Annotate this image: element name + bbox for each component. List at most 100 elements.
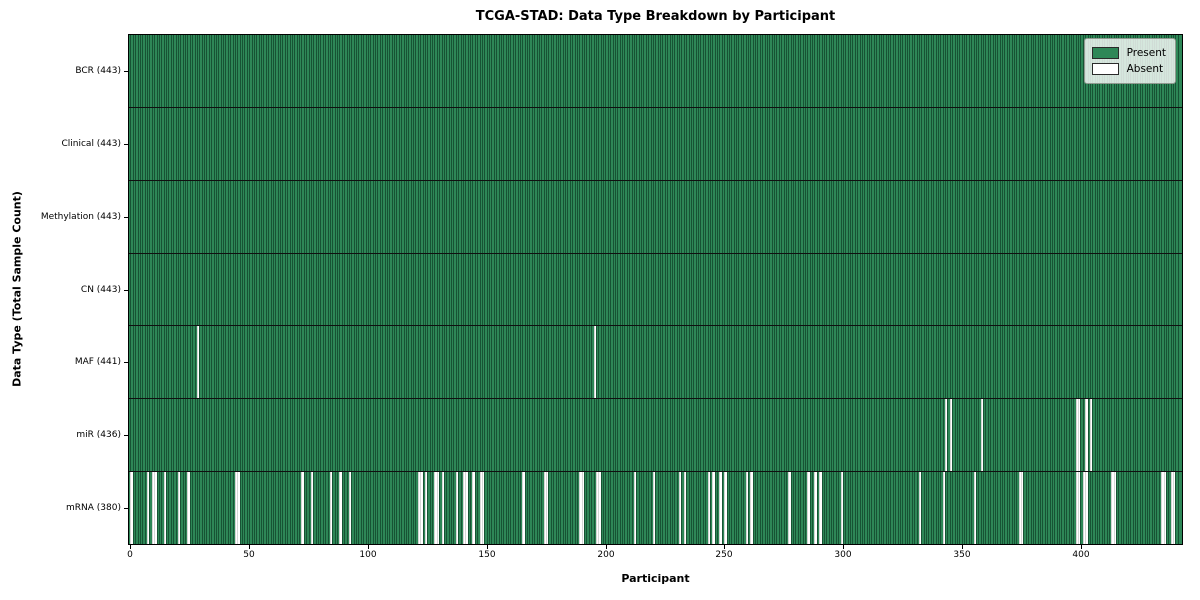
heatmap-cell <box>413 180 416 253</box>
heatmap-cell <box>1042 35 1045 107</box>
heatmap-cell <box>204 399 207 472</box>
heatmap-cell <box>346 107 349 180</box>
heatmap-cell <box>332 399 335 472</box>
heatmap-cell <box>1042 472 1045 545</box>
heatmap-cell <box>698 107 701 180</box>
heatmap-cell <box>149 326 152 399</box>
heatmap-cell <box>218 399 221 472</box>
heatmap-cell <box>213 180 216 253</box>
heatmap-cell <box>389 253 392 326</box>
heatmap-cell <box>698 35 701 107</box>
heatmap-cell <box>500 472 504 545</box>
heatmap-cell <box>377 399 380 472</box>
y-tick-label: CN (443) <box>80 285 121 295</box>
heatmap-cell <box>151 107 155 180</box>
heatmap-cell <box>242 180 245 253</box>
heatmap-cell <box>553 35 556 107</box>
heatmap-cell <box>947 180 950 253</box>
heatmap-cell <box>1051 180 1055 253</box>
heatmap-cell <box>641 472 644 545</box>
heatmap-cell <box>515 180 518 253</box>
heatmap-cell <box>736 180 739 253</box>
heatmap-cell <box>1135 253 1138 326</box>
heatmap-cell <box>612 253 615 326</box>
heatmap-cell <box>555 326 558 399</box>
heatmap-cell <box>923 326 926 399</box>
heatmap-cell <box>743 180 746 253</box>
heatmap-cell <box>341 472 345 545</box>
heatmap-cell <box>422 399 425 472</box>
heatmap-cell <box>237 35 240 107</box>
heatmap-cell <box>793 180 796 253</box>
heatmap-cell <box>156 472 159 545</box>
heatmap-cell <box>831 107 834 180</box>
heatmap-cell <box>752 35 755 107</box>
heatmap-cell <box>619 472 622 545</box>
heatmap-cell <box>560 399 563 472</box>
x-tick-label: 300 <box>834 550 852 560</box>
heatmap-cell <box>667 253 670 326</box>
heatmap-cell <box>220 326 223 399</box>
heatmap-cell <box>1087 326 1090 399</box>
heatmap-cell <box>149 35 152 107</box>
heatmap-cell <box>543 35 546 107</box>
heatmap-cell <box>681 253 684 326</box>
heatmap-cell <box>584 326 587 399</box>
heatmap-cell <box>263 253 266 326</box>
heatmap-cell <box>363 472 366 545</box>
heatmap-cell <box>225 35 228 107</box>
heatmap-cell <box>959 253 962 326</box>
heatmap-cell <box>878 180 881 253</box>
heatmap-cell <box>310 472 314 545</box>
heatmap-cell <box>771 35 774 107</box>
heatmap-cell <box>1049 326 1052 399</box>
heatmap-cell <box>496 253 499 326</box>
heatmap-cell <box>842 35 846 107</box>
heatmap-cell <box>1061 107 1064 180</box>
heatmap-cell <box>930 399 934 472</box>
heatmap-cell <box>220 107 223 180</box>
heatmap-cell <box>1004 326 1007 399</box>
heatmap-cell <box>952 326 955 399</box>
heatmap-cell <box>747 399 751 472</box>
heatmap-cell <box>413 253 416 326</box>
heatmap-cell <box>612 472 615 545</box>
heatmap-cell <box>997 180 1000 253</box>
heatmap-cell <box>308 35 311 107</box>
heatmap-cell <box>265 180 269 253</box>
heatmap-cell <box>460 472 463 545</box>
heatmap-cell <box>365 399 368 472</box>
heatmap-cell <box>1002 472 1005 545</box>
heatmap-cell <box>648 107 651 180</box>
heatmap-cell <box>491 180 494 253</box>
heatmap-cell <box>812 326 815 399</box>
heatmap-cell <box>726 35 729 107</box>
heatmap-cell <box>674 326 677 399</box>
heatmap-cell <box>679 472 682 545</box>
heatmap-cell <box>847 180 850 253</box>
heatmap-cell <box>928 180 931 253</box>
heatmap-cell <box>158 107 162 180</box>
heatmap-cell <box>405 35 409 107</box>
heatmap-cell <box>797 326 801 399</box>
heatmap-cell <box>774 326 777 399</box>
heatmap-cell <box>885 35 888 107</box>
heatmap-cell <box>135 326 138 399</box>
heatmap-cell <box>600 35 603 107</box>
heatmap-cell <box>246 180 250 253</box>
heatmap-cell <box>329 180 333 253</box>
heatmap-cell <box>1056 253 1059 326</box>
heatmap-cell <box>1011 326 1014 399</box>
heatmap-cell <box>377 180 380 253</box>
heatmap-cell <box>139 253 143 326</box>
heatmap-cell <box>816 107 820 180</box>
heatmap-cell <box>177 107 181 180</box>
heatmap-cell <box>695 399 698 472</box>
heatmap-cell <box>505 107 508 180</box>
heatmap-cell <box>895 180 898 253</box>
heatmap-cell <box>1009 253 1012 326</box>
heatmap-cell <box>1097 472 1100 545</box>
heatmap-cell <box>607 399 611 472</box>
heatmap-cell <box>783 107 786 180</box>
heatmap-cell <box>1087 472 1090 545</box>
